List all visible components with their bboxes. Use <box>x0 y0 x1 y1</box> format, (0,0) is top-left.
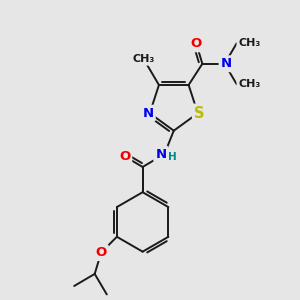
Text: O: O <box>95 246 107 259</box>
Text: O: O <box>191 37 202 50</box>
Text: S: S <box>194 106 205 121</box>
Text: N: N <box>143 107 154 120</box>
Text: N: N <box>220 57 232 70</box>
Text: CH₃: CH₃ <box>238 38 260 48</box>
Text: CH₃: CH₃ <box>238 79 260 89</box>
Text: H: H <box>168 152 177 162</box>
Text: N: N <box>155 148 167 160</box>
Text: CH₃: CH₃ <box>133 54 155 64</box>
Text: O: O <box>119 150 130 163</box>
